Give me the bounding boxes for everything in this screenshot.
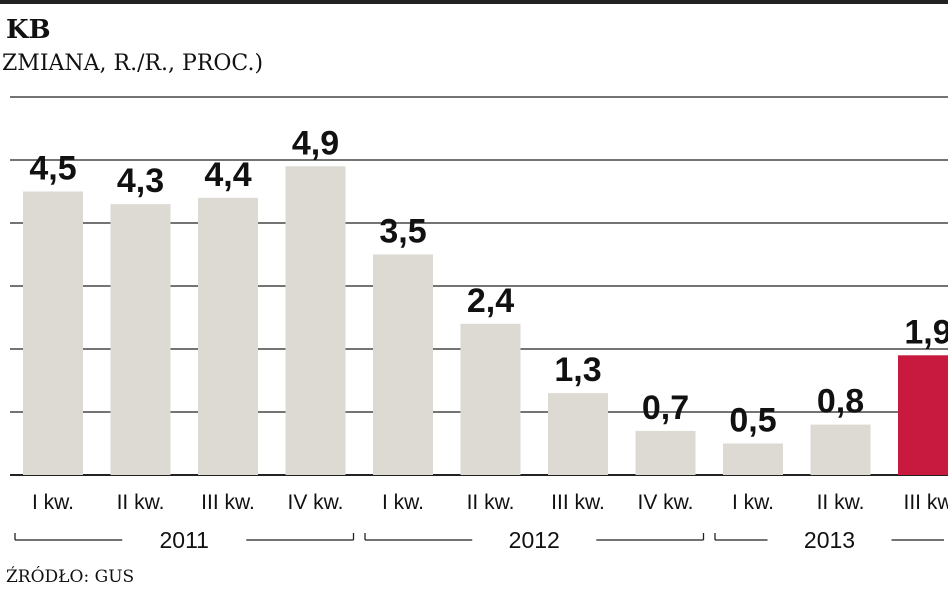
category-label: I kw. [32, 491, 74, 514]
bars [23, 166, 948, 476]
bar [198, 197, 258, 476]
category-label: IV kw. [287, 491, 343, 514]
bar [810, 424, 871, 475]
category-label: II kw. [467, 491, 515, 514]
category-labels: I kw. II kw. III kw. IV kw. I kw. II kw. III k… [32, 491, 948, 514]
source-note: ŹRÓDŁO: GUS [6, 566, 134, 587]
bar [23, 191, 83, 475]
bar [460, 323, 521, 475]
value-label: 3,5 [379, 213, 426, 251]
year-groups: 2011 2012 2013 [14, 527, 944, 553]
value-label: 2,4 [467, 282, 514, 320]
category-label: II kw. [817, 491, 865, 514]
value-label: 4,5 [29, 150, 76, 188]
value-label: 0,7 [642, 389, 689, 427]
chart-subtitle: ZMIANA, R./R., PROC.) [2, 51, 263, 76]
bar [373, 254, 433, 475]
category-label: II kw. [117, 491, 165, 514]
value-label: 1,3 [554, 351, 601, 389]
bar [635, 430, 696, 475]
bar [285, 166, 346, 476]
value-label: 1,9 [904, 313, 948, 351]
bar [110, 204, 171, 475]
chart-title: KB [6, 15, 51, 45]
category-label: III kw. [201, 491, 255, 514]
year-label: 2012 [509, 527, 560, 553]
category-label: I kw. [382, 491, 424, 514]
value-labels: 4,5 4,3 4,4 4,9 3,5 2,4 1,3 0,7 0,5 0,8 1,9 [29, 124, 948, 439]
bar [723, 443, 783, 475]
value-label: 0,8 [817, 383, 864, 421]
year-label: 2011 [160, 527, 209, 553]
value-label: 0,5 [729, 402, 776, 440]
value-label: 4,3 [117, 162, 164, 200]
value-label: 4,4 [204, 156, 251, 194]
top-rule [0, 0, 948, 4]
bar [548, 393, 608, 475]
category-label: III kw. [551, 491, 605, 514]
category-label: IV kw. [637, 491, 693, 514]
bar [898, 355, 948, 475]
year-label: 2013 [804, 527, 855, 553]
category-label: I kw. [732, 491, 774, 514]
category-label: III kw [903, 491, 948, 514]
value-label: 4,9 [292, 124, 339, 162]
